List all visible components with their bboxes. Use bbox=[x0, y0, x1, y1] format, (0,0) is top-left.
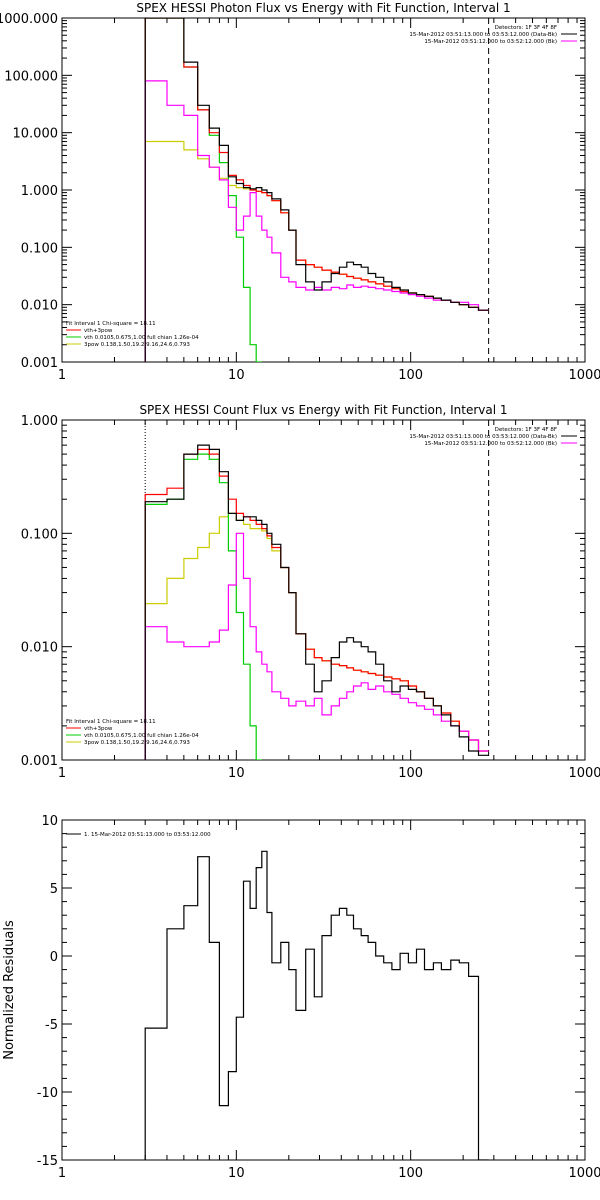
chart-title: SPEX HESSI Count Flux vs Energy with Fit… bbox=[139, 403, 507, 417]
legend-entry: Fit Interval 1 Chi-square = 18.11 bbox=[66, 719, 156, 725]
legend-entry: 15-Mar-2012 03:51:12.000 to 03:52:12.000… bbox=[424, 39, 557, 45]
series-vth bbox=[144, 453, 262, 760]
y-tick-label: -5 bbox=[45, 1018, 58, 1033]
series-data-bk bbox=[144, 18, 489, 362]
plot-frame bbox=[61, 419, 586, 761]
x-tick-label: 1 bbox=[58, 368, 66, 383]
legend-entry: Detectors: 1F 3F 4F 8F bbox=[495, 427, 557, 433]
series-vth bbox=[144, 18, 262, 362]
legend-entry: 15-Mar-2012 03:51:13.000 to 03:53:12.000… bbox=[409, 434, 557, 440]
x-tick-label: 1000 bbox=[568, 368, 600, 383]
y-tick-label: 10 bbox=[41, 814, 58, 829]
y-tick-label: 100.000 bbox=[4, 69, 58, 84]
series-bk bbox=[144, 80, 489, 362]
y-tick-label: 0.100 bbox=[21, 527, 58, 542]
legend-entry: Detectors: 1F 3F 4F 8F bbox=[495, 25, 557, 31]
legend-entry: 3pow 0.138,1.50,19.2,9.16,24.6,0.793 bbox=[84, 740, 190, 746]
y-tick-label: -10 bbox=[37, 1086, 58, 1101]
y-tick-label: 1.000 bbox=[21, 184, 58, 199]
legend-entry: 15-Mar-2012 03:51:13.000 to 03:53:12.000… bbox=[409, 32, 557, 38]
y-tick-label: 1.000 bbox=[21, 414, 58, 429]
y-tick-label: 0.001 bbox=[21, 754, 58, 769]
series-data-bk bbox=[144, 444, 489, 760]
y-tick-label: 1000.000 bbox=[0, 12, 58, 27]
x-tick-label: 1000 bbox=[568, 766, 600, 781]
y-tick-label: 10.000 bbox=[13, 127, 59, 142]
plot-frame bbox=[61, 819, 586, 1161]
y-axis-label: Normalized Residuals bbox=[2, 920, 17, 1060]
legend-entry: vth 0.0105,0.675,1.00 full chian 1.26e-0… bbox=[84, 335, 199, 341]
legend-entry: vth+3pow bbox=[84, 328, 113, 334]
chart-panel-1: SPEX HESSI Photon Flux vs Energy with Fi… bbox=[0, 1, 600, 383]
legend-entry: vth+3pow bbox=[84, 726, 113, 732]
x-tick-label: 1 bbox=[58, 766, 66, 781]
legend-entry: 3pow 0.138,1.50,19.2,9.16,24.6,0.793 bbox=[84, 342, 190, 348]
y-tick-label: 0 bbox=[50, 950, 58, 965]
y-tick-label: 0.100 bbox=[21, 241, 58, 256]
y-tick-label: 5 bbox=[50, 882, 58, 897]
legend-entry: vth 0.0105,0.675,1.00 full chian 1.26e-0… bbox=[84, 733, 199, 739]
chart-panel-3: Normalized Residuals 1 10 100 1000 10 5 0 -5 -10 -… bbox=[2, 814, 600, 1181]
series-3pow bbox=[144, 512, 489, 760]
x-tick-label: 100 bbox=[398, 766, 423, 781]
chart-panel-2: SPEX HESSI Count Flux vs Energy with Fit… bbox=[21, 403, 600, 781]
x-tick-label: 100 bbox=[398, 368, 423, 383]
x-tick-label: 100 bbox=[398, 1166, 423, 1181]
series-vth-3pow bbox=[144, 18, 489, 362]
legend-entry: 15-Mar-2012 03:51:12.000 to 03:52:12.000… bbox=[424, 441, 557, 447]
y-tick-label: 0.010 bbox=[21, 641, 58, 656]
x-tick-label: 10 bbox=[228, 368, 245, 383]
series-1-15-mar-2012-03-51-13-000-to-03-53-12-000 bbox=[144, 850, 489, 1160]
x-tick-label: 1 bbox=[58, 1166, 66, 1181]
chart-title: SPEX HESSI Photon Flux vs Energy with Fi… bbox=[136, 1, 510, 15]
y-tick-label: -15 bbox=[37, 1154, 58, 1169]
x-tick-label: 10 bbox=[228, 766, 245, 781]
y-tick-label: 0.010 bbox=[21, 299, 58, 314]
x-tick-label: 10 bbox=[228, 1166, 245, 1181]
series-3pow bbox=[144, 140, 489, 362]
legend-entry: Fit Interval 1 Chi-square = 18.11 bbox=[66, 321, 156, 327]
series-vth-3pow bbox=[144, 448, 489, 760]
y-tick-label: 0.001 bbox=[21, 356, 58, 371]
legend-entry: 1. 15-Mar-2012 03:51:13.000 to 03:53:12.… bbox=[84, 832, 211, 838]
x-tick-label: 1000 bbox=[568, 1166, 600, 1181]
plot-frame bbox=[61, 17, 586, 363]
series-bk bbox=[144, 532, 489, 760]
